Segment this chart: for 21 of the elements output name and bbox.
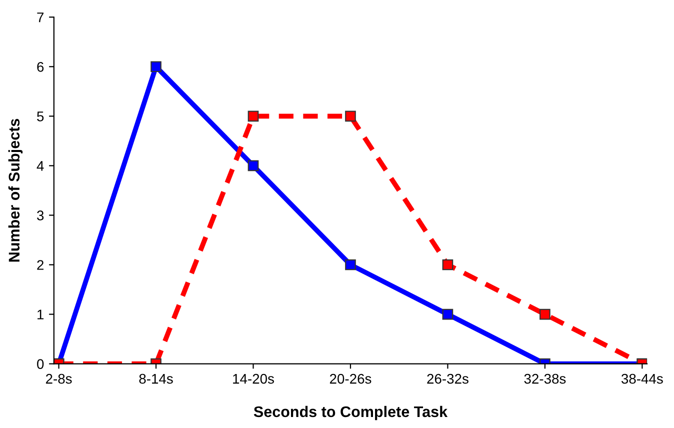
y-tick-label: 0 (37, 359, 44, 369)
y-tick-label: 7 (37, 12, 44, 22)
y-tick-label: 5 (37, 112, 44, 122)
x-tick-label: 26-32s (427, 374, 468, 384)
point (248, 110, 259, 122)
x-tick-label: 38-44s (621, 374, 663, 384)
y-axis-title: Number of Subjects (8, 118, 23, 262)
x-tick-label: 8-14s (139, 374, 173, 384)
x-tick-label: 2-8s (46, 374, 72, 384)
x-axis-title: Seconds to Complete Task (254, 406, 448, 420)
point (345, 110, 356, 122)
point (150, 61, 162, 72)
x-tick-label: 32-38s (524, 374, 566, 384)
x-tick-label: 20-26s (330, 374, 372, 384)
y-tick-label: 3 (37, 210, 44, 220)
y-tick-label: 4 (36, 161, 44, 171)
x-tick-label: 14-20s (233, 374, 274, 384)
y-tick-label: 1 (38, 310, 44, 320)
y-tick-label: 2 (37, 260, 44, 270)
y-tick-label: 6 (37, 62, 44, 72)
point (248, 160, 259, 172)
